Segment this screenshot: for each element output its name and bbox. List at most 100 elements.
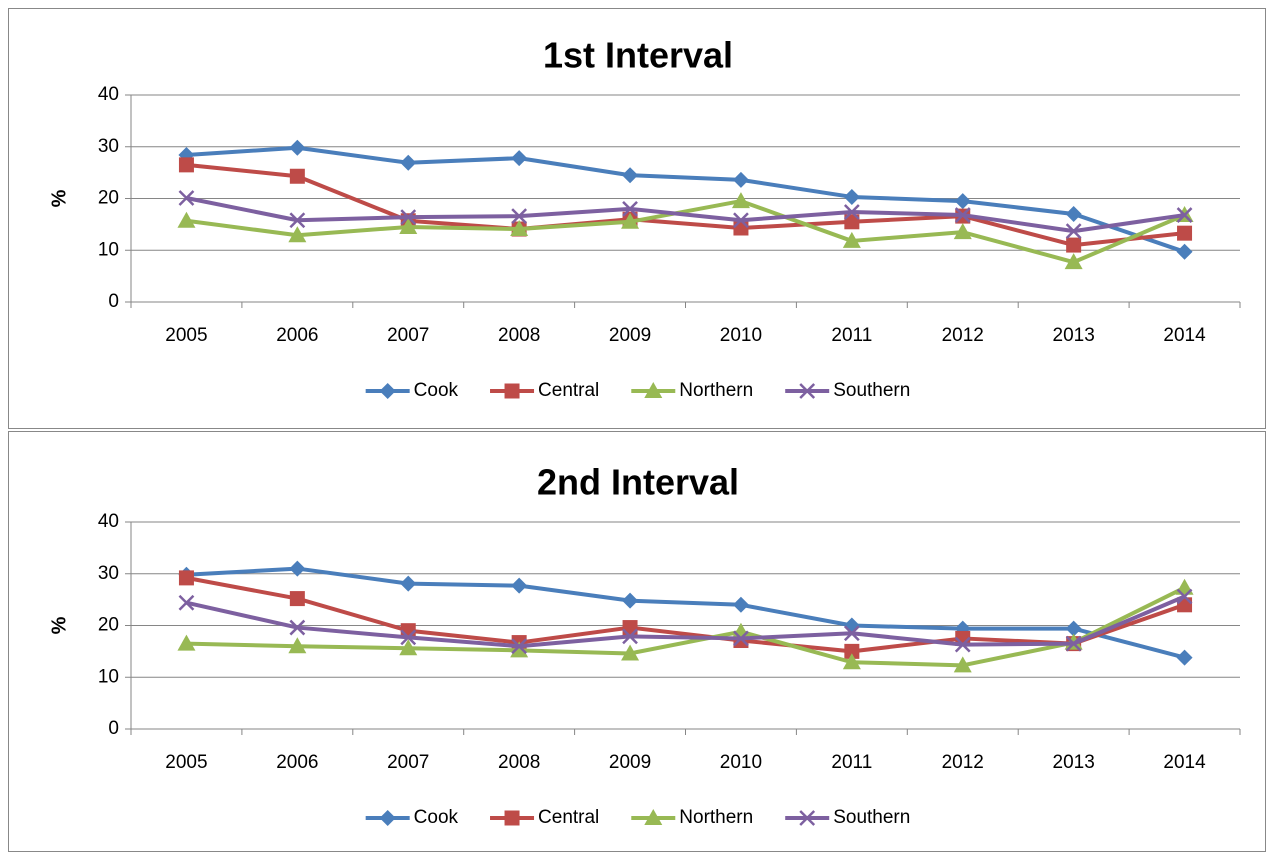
- series-line: [186, 162, 1185, 248]
- legend-label: Cook: [414, 807, 459, 828]
- marker: [953, 223, 972, 240]
- marker: [1065, 223, 1082, 239]
- legend-label: Central: [538, 380, 599, 401]
- legend-label: Northern: [679, 807, 753, 828]
- marker: [843, 204, 860, 220]
- marker: [842, 653, 861, 670]
- x-tick-label: 2007: [387, 325, 429, 346]
- marker: [622, 628, 638, 645]
- marker: [622, 592, 639, 609]
- marker: [289, 560, 306, 577]
- x-tick-label: 2009: [609, 752, 651, 773]
- series-line: [186, 585, 1186, 668]
- chart-title: 2nd Interval: [537, 462, 739, 503]
- series-line: [186, 566, 1186, 660]
- marker: [178, 190, 195, 206]
- marker: [379, 383, 396, 399]
- x-tick-label: 2013: [1053, 752, 1095, 773]
- x-tick-label: 2011: [831, 752, 872, 773]
- marker: [732, 171, 749, 188]
- x-tick-label: 2010: [720, 325, 762, 346]
- marker: [621, 212, 640, 229]
- series-line: [186, 196, 1185, 234]
- marker: [289, 619, 306, 636]
- marker: [400, 209, 417, 226]
- marker: [178, 594, 195, 611]
- marker: [844, 643, 860, 659]
- marker: [1177, 225, 1193, 241]
- marker: [178, 157, 194, 173]
- marker: [954, 636, 971, 653]
- y-tick-label: 30: [98, 136, 119, 157]
- series: [178, 157, 1193, 253]
- marker: [1176, 649, 1193, 666]
- legend-label: Southern: [833, 380, 910, 401]
- x-tick-label: 2009: [609, 325, 651, 346]
- series-line: [186, 594, 1186, 649]
- marker: [621, 644, 640, 661]
- series: [177, 192, 1194, 270]
- marker: [799, 810, 816, 826]
- y-tick-label: 20: [98, 615, 119, 636]
- marker: [504, 383, 520, 399]
- marker: [289, 212, 306, 229]
- marker: [288, 637, 307, 654]
- legend-label: Cook: [414, 380, 459, 401]
- marker: [622, 167, 639, 184]
- marker: [1065, 620, 1082, 637]
- y-tick-label: 40: [98, 511, 119, 532]
- series-line: [186, 145, 1186, 254]
- marker: [954, 193, 971, 210]
- marker: [379, 810, 396, 826]
- series: [178, 139, 1193, 260]
- marker: [953, 656, 972, 673]
- legend-label: Southern: [833, 807, 910, 828]
- y-axis-label: %: [48, 616, 70, 634]
- marker: [511, 638, 528, 655]
- marker: [1175, 578, 1194, 595]
- x-tick-label: 2006: [276, 752, 318, 773]
- x-tick-label: 2006: [276, 325, 318, 346]
- x-tick-label: 2008: [498, 752, 540, 773]
- marker: [399, 639, 418, 656]
- marker: [511, 208, 528, 224]
- marker: [399, 217, 418, 234]
- series-line: [186, 199, 1186, 265]
- marker: [732, 596, 749, 613]
- marker: [511, 150, 528, 167]
- legend-label: Central: [538, 807, 599, 828]
- y-axis-label: %: [48, 189, 70, 207]
- marker: [844, 214, 860, 230]
- marker: [622, 200, 638, 217]
- y-tick-label: 20: [98, 188, 119, 209]
- x-tick-label: 2014: [1163, 752, 1206, 773]
- x-tick-label: 2011: [831, 325, 872, 346]
- x-tick-label: 2013: [1053, 325, 1095, 346]
- marker: [400, 575, 417, 592]
- marker: [400, 154, 417, 171]
- marker: [504, 810, 520, 826]
- marker: [644, 809, 663, 825]
- marker: [288, 226, 307, 243]
- x-tick-label: 2012: [942, 752, 984, 773]
- marker: [731, 192, 750, 209]
- marker: [289, 168, 305, 184]
- marker: [177, 211, 196, 228]
- marker: [1066, 237, 1082, 253]
- x-tick-label: 2005: [165, 325, 207, 346]
- marker: [511, 577, 528, 594]
- x-tick-label: 2005: [165, 752, 207, 773]
- x-tick-label: 2010: [720, 752, 762, 773]
- y-tick-label: 10: [98, 239, 119, 260]
- legend-label: Northern: [679, 380, 753, 401]
- y-tick-label: 0: [108, 718, 119, 739]
- marker: [1065, 635, 1082, 652]
- chart-title: 1st Interval: [543, 35, 733, 76]
- x-tick-label: 2008: [498, 325, 540, 346]
- marker: [799, 383, 816, 399]
- marker: [733, 220, 749, 236]
- marker: [843, 617, 860, 634]
- marker: [733, 630, 749, 647]
- marker: [733, 212, 749, 229]
- x-tick-label: 2007: [387, 752, 429, 773]
